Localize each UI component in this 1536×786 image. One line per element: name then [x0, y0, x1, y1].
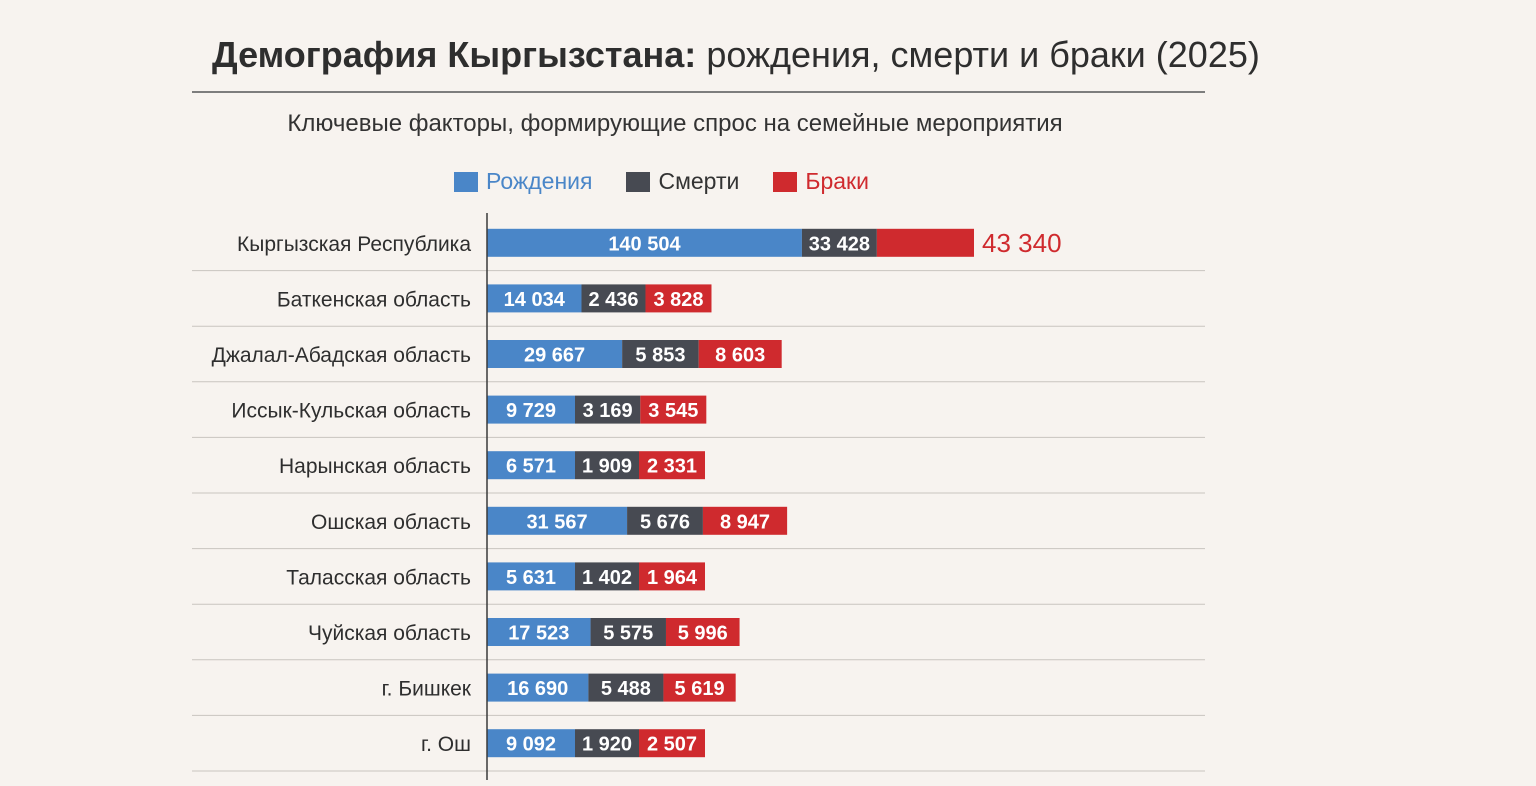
category-label: Таласская область — [286, 566, 471, 589]
category-label: Чуйская область — [308, 622, 471, 645]
data-label-marriages: 43 340 — [982, 228, 1062, 258]
legend-swatch-births — [454, 171, 478, 192]
data-label-marriages: 3 828 — [653, 289, 703, 311]
data-label-deaths: 1 920 — [582, 734, 632, 756]
chart-title: Демография Кыргызстана: рождения, смерти… — [212, 34, 1260, 76]
bar-births — [487, 451, 575, 480]
category-label: Нарынская область — [279, 455, 471, 478]
bar-marriages — [702, 506, 788, 535]
legend-label-marriages: Браки — [805, 168, 869, 194]
bar-births — [487, 618, 591, 646]
data-label-births: 9 729 — [506, 400, 556, 422]
data-label-deaths: 1 909 — [582, 456, 632, 478]
bar-births — [487, 284, 582, 313]
bar-deaths — [590, 618, 666, 646]
chart-subtitle: Ключевые факторы, формирующие спрос на с… — [287, 110, 1063, 137]
category-label: Джалал-Абадская область — [212, 344, 471, 367]
bar-marriages — [876, 228, 974, 257]
legend-label-births: Рождения — [486, 168, 593, 194]
bar-marriages — [639, 729, 705, 758]
title-divider — [192, 91, 1205, 93]
legend-item-deaths: Смерти — [626, 168, 739, 195]
data-label-deaths: 5 676 — [640, 511, 690, 533]
legend-item-marriages: Браки — [773, 168, 869, 195]
bar-deaths — [575, 729, 639, 758]
bar-marriages — [639, 451, 705, 480]
bar-deaths — [801, 228, 877, 257]
bar-marriages — [645, 284, 712, 313]
data-label-births: 14 034 — [504, 289, 566, 311]
bar-births — [487, 729, 575, 758]
legend-item-births: Рождения — [454, 168, 592, 195]
data-label-deaths: 1 402 — [582, 567, 632, 589]
bar-marriages — [698, 340, 782, 368]
bar-births — [487, 506, 628, 535]
data-label-births: 31 567 — [526, 511, 587, 533]
data-label-births: 5 631 — [506, 567, 556, 589]
data-label-marriages: 2 331 — [647, 456, 697, 478]
legend-swatch-marriages — [773, 171, 798, 192]
legend-swatch-deaths — [626, 171, 651, 192]
bar-deaths — [622, 340, 699, 368]
bar-births — [487, 228, 802, 257]
bar-births — [487, 562, 575, 591]
data-label-births: 16 690 — [507, 678, 568, 700]
bar-deaths — [581, 284, 646, 313]
data-label-marriages: 5 619 — [675, 678, 725, 700]
data-label-births: 6 571 — [506, 456, 556, 478]
data-label-marriages: 8 947 — [720, 511, 770, 533]
data-label-births: 9 092 — [506, 734, 556, 756]
bar-deaths — [575, 451, 639, 480]
bar-marriages — [663, 673, 736, 702]
category-label: Ошская область — [311, 511, 471, 534]
data-label-deaths: 3 169 — [583, 400, 633, 422]
data-label-marriages: 8 603 — [715, 345, 765, 367]
bar-marriages — [665, 618, 740, 646]
data-label-births: 17 523 — [508, 623, 569, 645]
bar-deaths — [575, 395, 641, 424]
data-label-marriages: 5 996 — [678, 623, 728, 645]
chart-title-rest: рождения, смерти и браки (2025) — [706, 34, 1260, 75]
chart-title-bold: Демография Кыргызстана: — [212, 34, 697, 75]
data-label-deaths: 2 436 — [588, 289, 638, 311]
bar-marriages — [639, 562, 705, 591]
data-label-deaths: 5 575 — [603, 623, 653, 645]
category-label: г. Ош — [421, 733, 471, 756]
bar-deaths — [588, 673, 664, 702]
data-label-marriages: 2 507 — [647, 734, 697, 756]
bar-deaths — [575, 562, 639, 591]
data-label-deaths: 5 853 — [635, 345, 685, 367]
bar-deaths — [627, 506, 703, 535]
legend-label-deaths: Смерти — [658, 168, 740, 194]
category-label: Иссык-Кульская область — [231, 400, 471, 423]
legend: Рождения Смерти Браки — [454, 168, 869, 195]
bar-marriages — [640, 395, 707, 424]
data-label-births: 140 504 — [608, 233, 681, 255]
data-label-marriages: 3 545 — [648, 400, 698, 422]
category-label: Баткенская область — [277, 288, 471, 311]
data-label-marriages: 1 964 — [647, 567, 698, 589]
category-label: г. Бишкек — [382, 678, 472, 701]
bar-births — [487, 673, 589, 702]
data-label-deaths: 33 428 — [809, 233, 870, 255]
data-label-births: 29 667 — [524, 345, 585, 367]
category-label: Кыргызская Республика — [237, 233, 471, 256]
data-label-deaths: 5 488 — [601, 678, 651, 700]
bar-births — [487, 395, 575, 424]
bar-births — [487, 340, 623, 368]
